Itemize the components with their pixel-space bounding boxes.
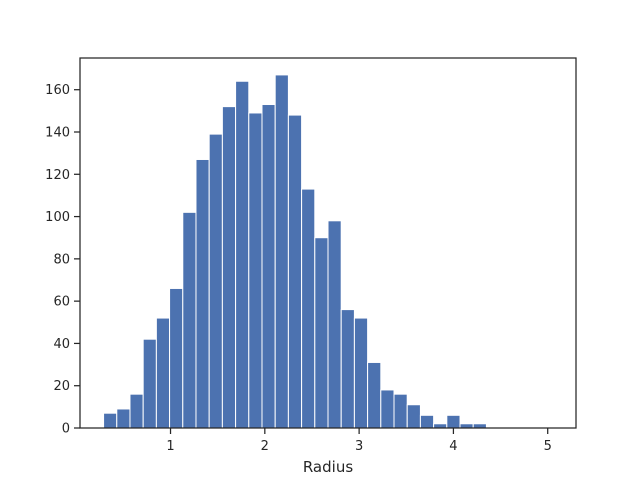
histogram-bar-14 [287,114,303,429]
x-tick-label-2: 3 [355,439,363,454]
histogram-bar-16 [314,237,329,429]
histogram-bar-9 [221,106,237,429]
y-tick-label-4: 80 [53,252,70,267]
histogram-bar-7 [195,158,210,429]
histogram-bar-11 [248,112,263,429]
histogram-bar-13 [274,74,289,429]
histogram-bar-20 [367,361,382,429]
x-tick-label-3: 4 [449,439,457,454]
histogram-bar-28 [472,423,487,429]
x-tick-label-1: 2 [261,439,269,454]
histogram-bar-5 [169,287,184,429]
histogram-bar-12 [261,104,276,429]
y-tick-label-6: 120 [45,168,70,183]
y-tick-label-3: 60 [53,295,70,310]
histogram-bar-3 [142,338,157,429]
histogram-bar-23 [406,404,421,429]
x-tick-label-4: 5 [544,439,552,454]
histogram-bar-21 [380,389,395,429]
histogram-bar-25 [433,423,448,429]
histogram-bar-1 [116,408,131,429]
y-tick-label-2: 40 [53,337,70,352]
histogram-bar-2 [129,393,144,429]
histogram-bar-6 [182,211,197,429]
y-tick-label-8: 160 [45,83,70,98]
axes-layer: 1 2 3 4 5 0 20 40 60 80 100 120 140 160 [45,83,552,454]
histogram-bar-19 [353,317,369,429]
histogram-bar-18 [340,309,355,429]
histogram-bar-15 [301,188,316,429]
y-tick-label-7: 140 [45,126,70,141]
y-tick-label-1: 20 [53,379,70,394]
histogram-bar-24 [419,414,435,429]
histogram-bar-17 [327,220,342,429]
y-tick-label-5: 100 [45,210,70,225]
histogram-bar-4 [155,317,171,429]
histogram-bar-27 [459,423,474,429]
y-tick-label-0: 0 [62,422,70,437]
histogram-bar-22 [393,393,408,429]
plot-frame [79,57,577,429]
histogram-bar-0 [103,412,118,429]
histogram-bar-10 [235,80,250,429]
histogram-bar-8 [208,133,223,429]
histogram-bar-26 [446,414,461,429]
x-tick-label-0: 1 [166,439,174,454]
x-axis-label: Radius [303,458,353,476]
